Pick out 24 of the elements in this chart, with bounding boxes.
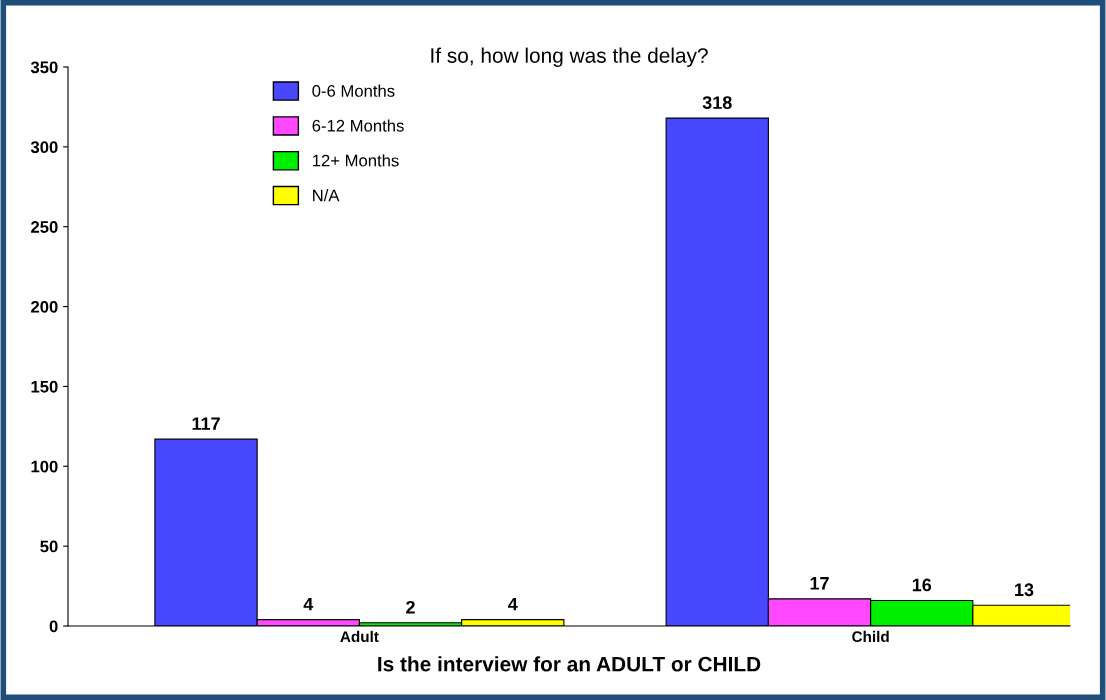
- y-tick-label: 300: [30, 141, 58, 154]
- data-label: 4: [508, 597, 518, 611]
- y-tick-label: 250: [31, 221, 58, 233]
- y-tick-label: 200: [31, 300, 58, 313]
- y-tick-label: 50: [40, 540, 58, 553]
- data-label: 2: [406, 600, 415, 614]
- y-tick-label: 350: [30, 61, 58, 74]
- x-tick-label: Child: [852, 630, 889, 643]
- data-label: 16: [912, 578, 932, 592]
- legend-label: N/A: [313, 189, 340, 202]
- legend-label: 6-12 Months: [312, 119, 404, 132]
- y-tick-label: 0: [49, 620, 58, 633]
- x-tick-label: Adult: [340, 630, 379, 643]
- data-label: 318: [702, 96, 732, 110]
- legend-label: 0-6 Months: [312, 84, 395, 97]
- chart-title: If so, how long was the delay?: [431, 47, 708, 67]
- x-axis-title: Is the interview for an ADULT or CHILD: [378, 656, 761, 672]
- data-label: 17: [810, 577, 829, 590]
- data-label: 117: [192, 417, 220, 430]
- y-tick-label: 100: [31, 460, 58, 473]
- y-tick-label: 150: [31, 380, 58, 393]
- data-label: 4: [303, 597, 314, 611]
- legend-label: 12+ Months: [312, 154, 399, 167]
- data-label: 13: [1015, 583, 1034, 597]
